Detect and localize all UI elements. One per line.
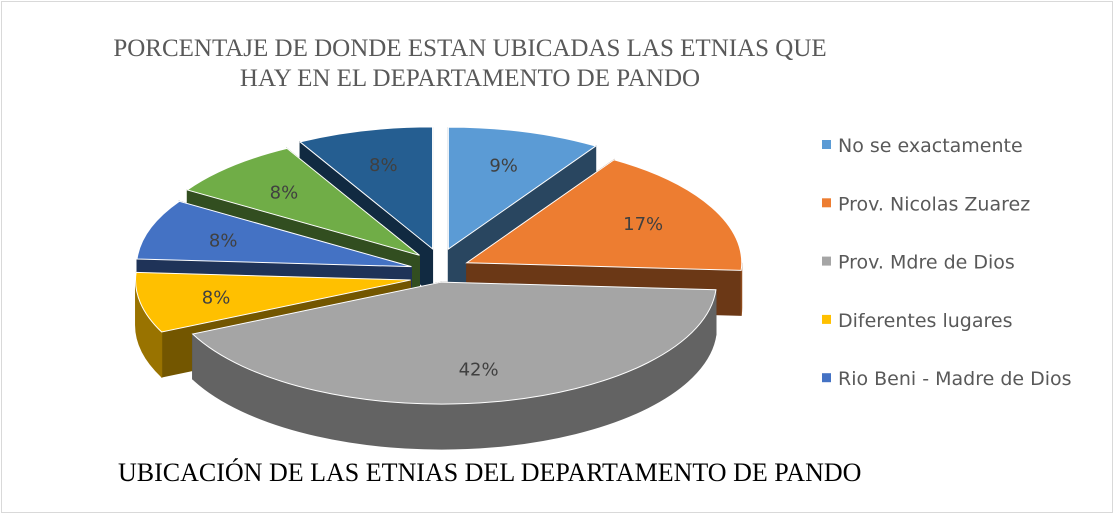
slice-group: 42% [191, 281, 717, 450]
data-label: 9% [489, 156, 518, 177]
slice [298, 126, 434, 250]
slice [186, 147, 420, 256]
data-label: 8% [202, 288, 231, 309]
chart-title: PORCENTAJE DE DONDE ESTAN UBICADAS LAS E… [113, 35, 827, 92]
data-label: 17% [623, 214, 663, 235]
data-label: 42% [459, 359, 499, 380]
legend-swatch [822, 314, 831, 324]
legend-swatch [822, 256, 831, 266]
legend-label: Rio Beni - Madre de Dios [838, 368, 1072, 390]
legend-label: Prov. Nicolas Zuarez [838, 193, 1030, 215]
slice [135, 271, 411, 333]
caption: UBICACIÓN DE LAS ETNIAS DEL DEPARTAMENTO… [118, 458, 862, 487]
legend-label: No se exactamente [838, 135, 1023, 157]
legend-swatch [822, 140, 831, 149]
legend-swatch [822, 373, 831, 383]
slice [191, 281, 717, 405]
slice [136, 200, 412, 268]
data-label: 8% [270, 182, 299, 203]
data-label: 8% [369, 155, 398, 176]
data-label: 8% [209, 231, 238, 252]
slice [465, 159, 743, 271]
legend-label: Diferentes lugares [838, 310, 1013, 332]
legend-label: Prov. Mdre de Dios [838, 252, 1015, 274]
slice [447, 126, 597, 251]
legend-swatch [822, 198, 831, 208]
